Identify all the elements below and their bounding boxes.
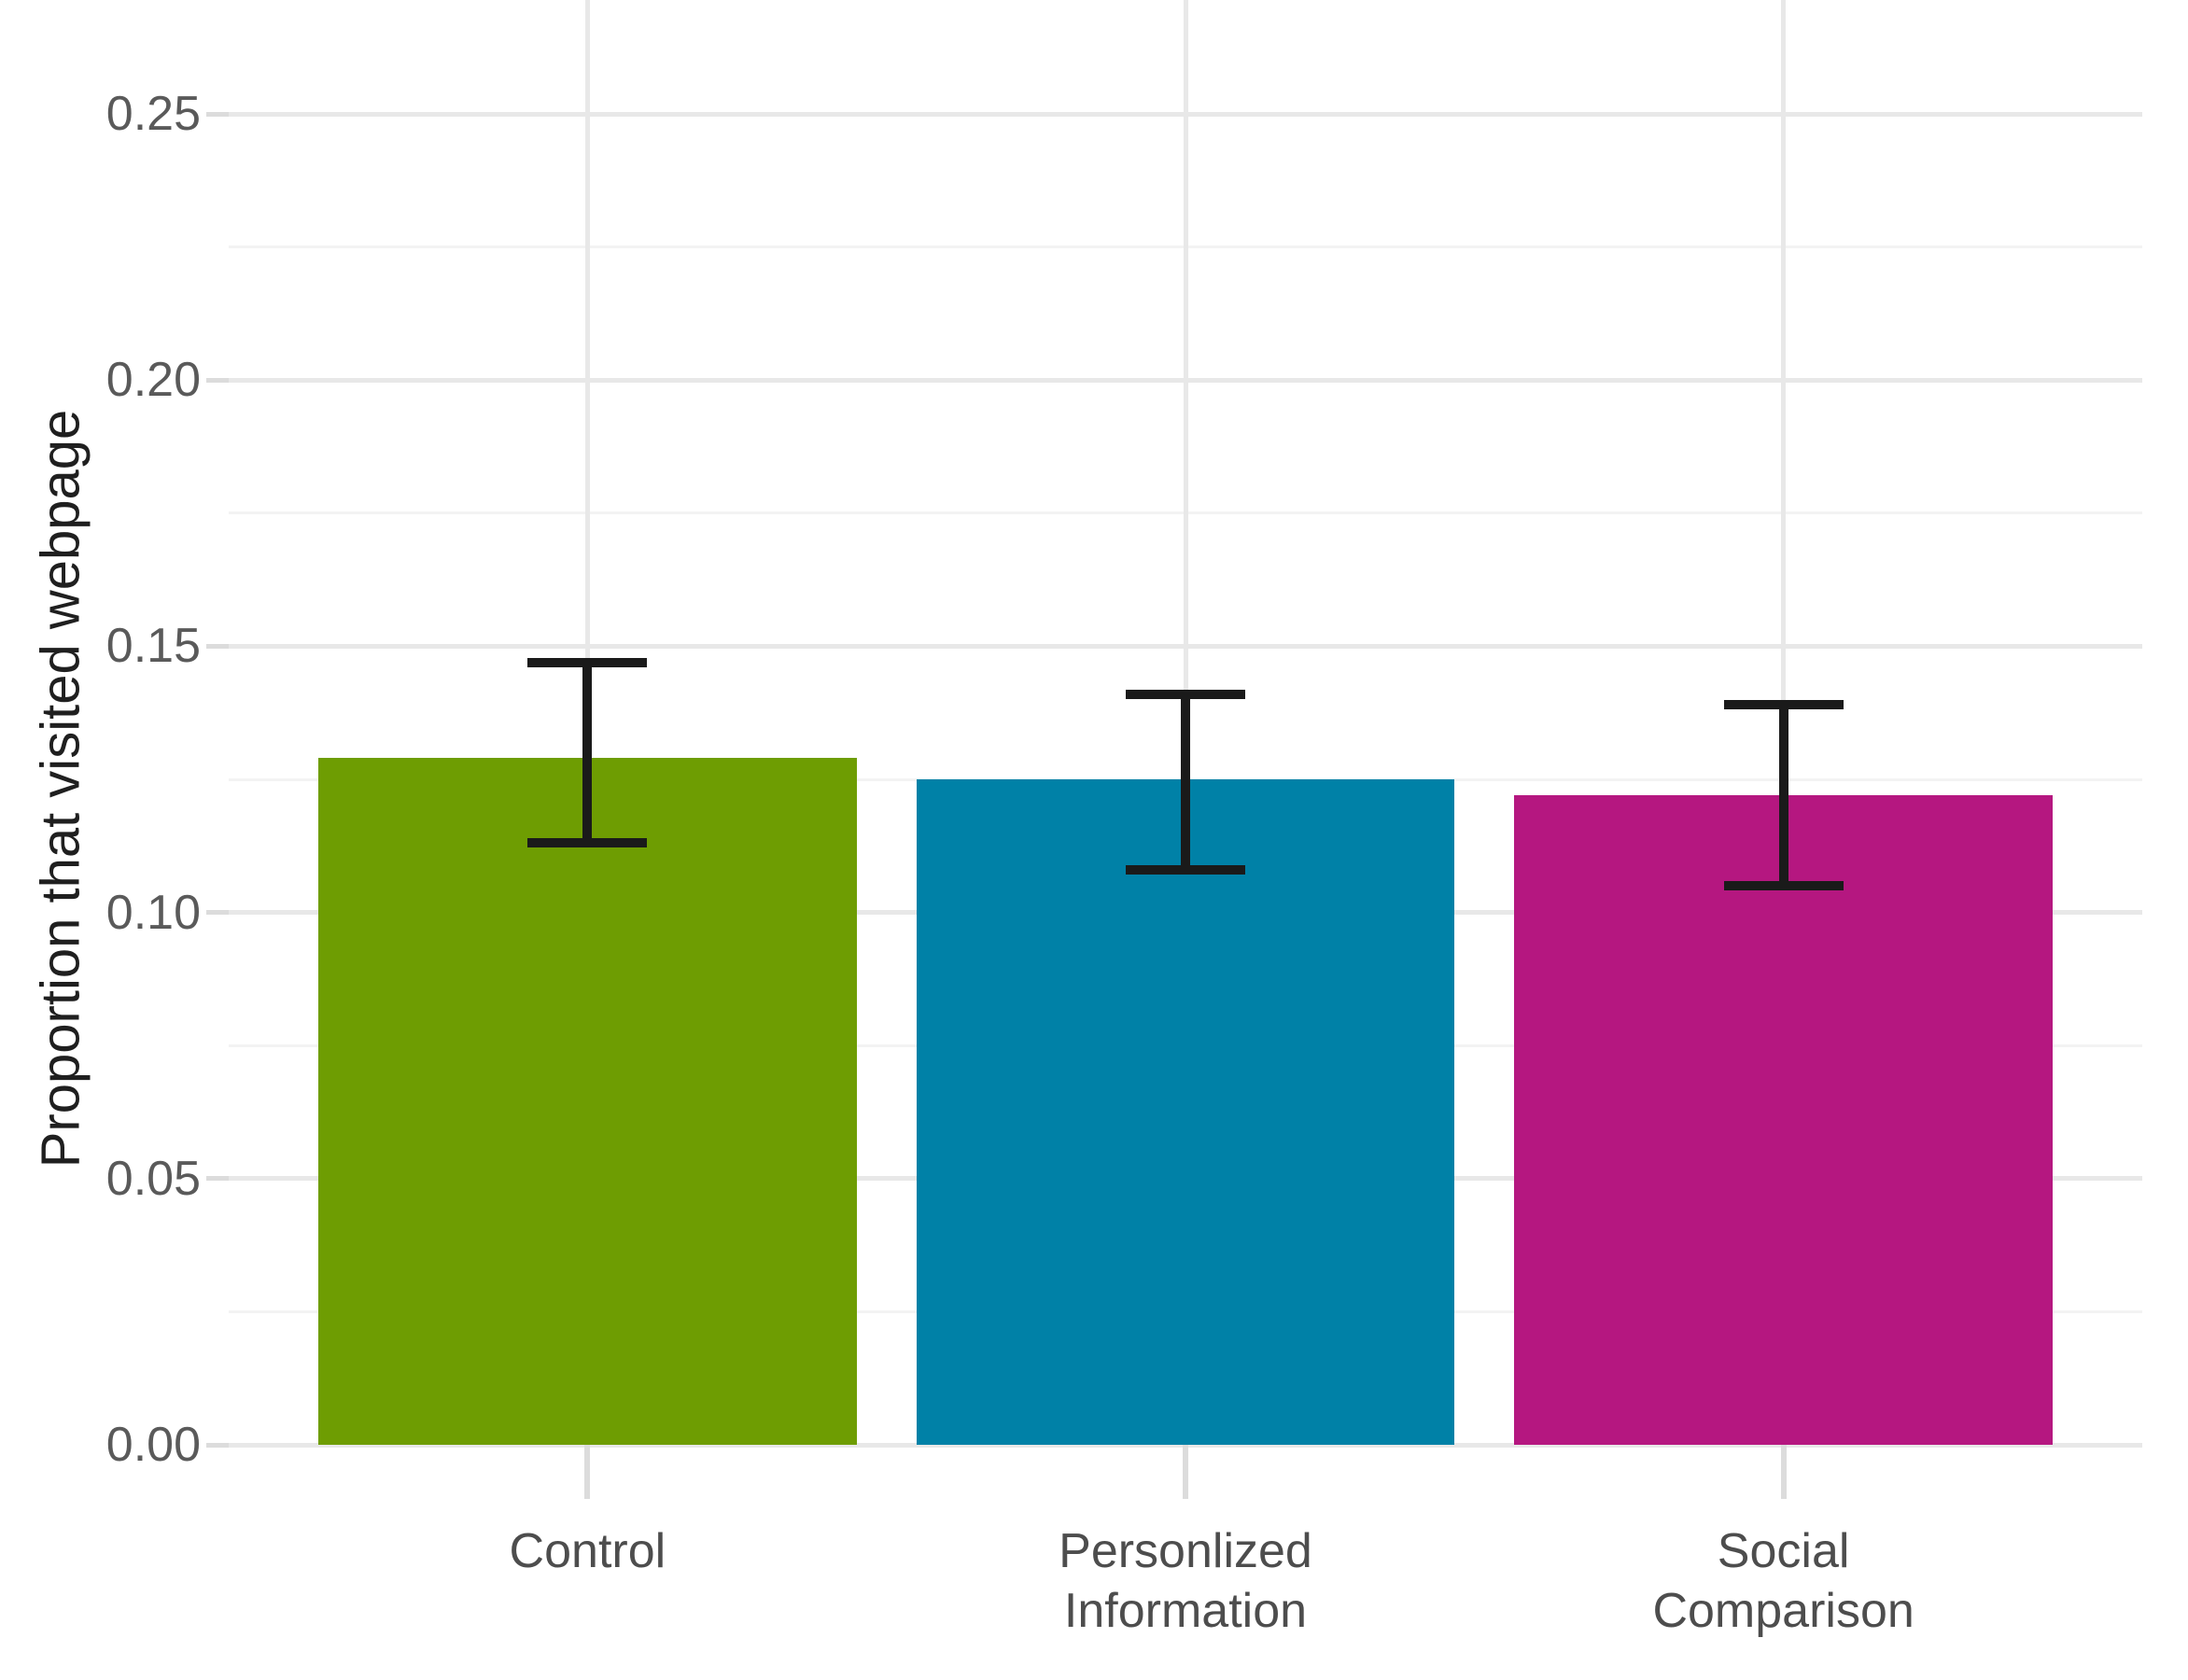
bar-control	[318, 758, 857, 1445]
x-tick-mark	[1183, 1445, 1188, 1499]
error-bar-cap-bottom-personlized-information	[1125, 864, 1246, 875]
bar-personlized-information	[916, 779, 1455, 1445]
y-tick-label: 0.05	[105, 1151, 201, 1206]
y-tick-label: 0.20	[105, 353, 201, 408]
x-tick-mark	[1780, 1445, 1787, 1499]
error-bar-cap-bottom-social-comparison	[1723, 881, 1844, 891]
error-bar-line-social-comparison	[1778, 705, 1788, 887]
error-bar-cap-top-social-comparison	[1723, 700, 1844, 710]
y-tick-label: 0.00	[105, 1418, 201, 1472]
x-tick-label-personlized-information: Personlized Information	[1059, 1524, 1312, 1638]
x-tick-label-social-comparison: Social Comparison	[1652, 1524, 1914, 1638]
y-tick-mark	[206, 643, 229, 649]
bar-social-comparison	[1514, 795, 2053, 1445]
y-tick-mark	[206, 910, 229, 916]
y-tick-label: 0.10	[105, 885, 201, 940]
y-tick-label: 0.15	[105, 619, 201, 674]
y-tick-mark	[206, 111, 229, 117]
y-axis-title: Proportion that visited webpage	[30, 409, 91, 1169]
y-tick-label: 0.25	[105, 87, 201, 141]
y-tick-mark	[206, 1442, 229, 1448]
error-bar-cap-top-personlized-information	[1125, 689, 1246, 699]
error-bar-line-control	[582, 662, 593, 844]
y-tick-mark	[206, 377, 229, 383]
error-bar-cap-bottom-control	[527, 838, 648, 848]
error-bar-line-personlized-information	[1181, 693, 1190, 870]
x-tick-mark	[584, 1445, 591, 1499]
x-tick-label-control: Control	[509, 1524, 666, 1578]
y-tick-mark	[206, 1176, 229, 1182]
error-bar-cap-top-control	[527, 657, 648, 667]
